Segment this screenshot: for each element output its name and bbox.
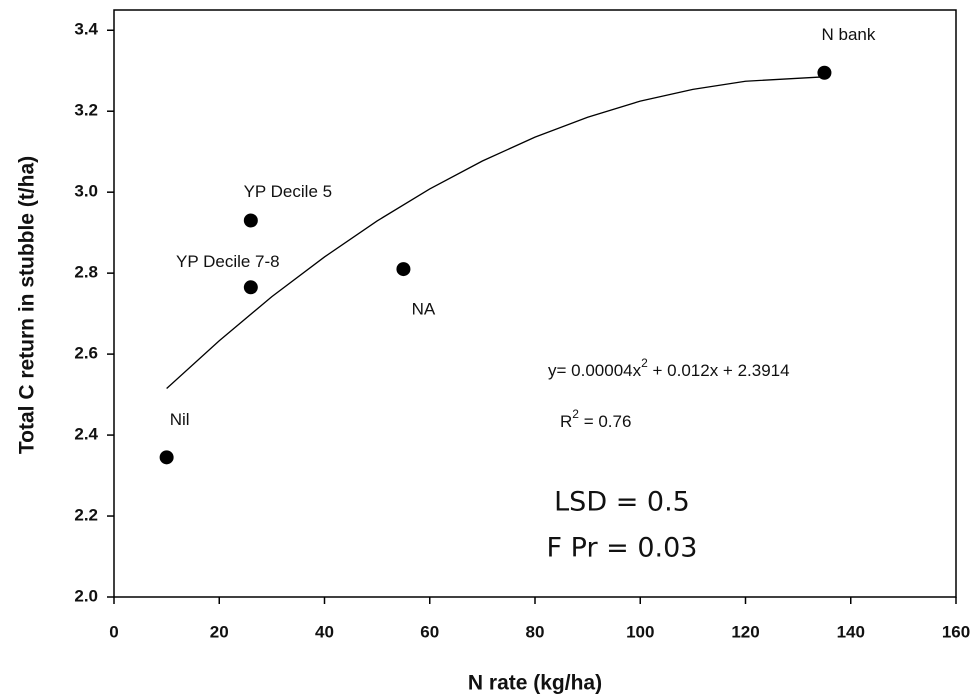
trend-line <box>166 76 825 389</box>
x-tick-label: 160 <box>942 622 970 641</box>
x-tick-label: 120 <box>731 622 759 641</box>
point-label: YP Decile 5 <box>244 182 333 201</box>
r-squared-text: = 0.76 <box>579 412 631 431</box>
point <box>396 262 411 277</box>
x-tick-label: 140 <box>837 622 865 641</box>
x-tick-label: 0 <box>109 622 118 641</box>
x-tick-label: 40 <box>315 622 334 641</box>
y-tick-label: 2.6 <box>74 344 98 363</box>
equation-text: y= 0.00004x <box>548 361 642 380</box>
point <box>243 280 258 295</box>
x-tick-label: 20 <box>210 622 229 641</box>
point-label: YP Decile 7-8 <box>176 252 280 271</box>
point <box>817 65 832 80</box>
r-squared: R2 = 0.76 <box>560 407 631 431</box>
y-tick-label: 2.2 <box>74 506 98 525</box>
y-axis-title: Total C return in stubble (t/ha) <box>16 156 39 454</box>
point-label: Nil <box>170 410 190 429</box>
plot-frame <box>113 9 957 598</box>
point <box>243 213 258 228</box>
equation-text: + 0.012x + 2.3914 <box>648 361 790 380</box>
point <box>159 450 174 465</box>
point-label: NA <box>412 300 436 319</box>
equation-exponent: 2 <box>641 356 648 370</box>
point-label: N bank <box>822 25 876 44</box>
f-pr: F Pr = 0.03 <box>547 533 698 564</box>
y-tick-label: 2.0 <box>74 586 98 605</box>
y-tick-label: 3.2 <box>74 101 98 120</box>
x-axis-title: N rate (kg/ha) <box>468 672 602 695</box>
equation: y= 0.00004x2 + 0.012x + 2.3914 <box>548 356 790 380</box>
r-squared-exponent: 2 <box>572 407 579 421</box>
x-tick-label: 80 <box>526 622 545 641</box>
x-tick-label: 60 <box>420 622 439 641</box>
r-squared-text: R <box>560 412 572 431</box>
y-tick-label: 3.4 <box>74 20 98 39</box>
x-tick-label: 100 <box>626 622 654 641</box>
y-tick-label: 2.8 <box>74 263 98 282</box>
y-tick-label: 2.4 <box>74 425 98 444</box>
y-tick-label: 3.0 <box>74 182 98 201</box>
lsd: LSD = 0.5 <box>554 487 690 518</box>
